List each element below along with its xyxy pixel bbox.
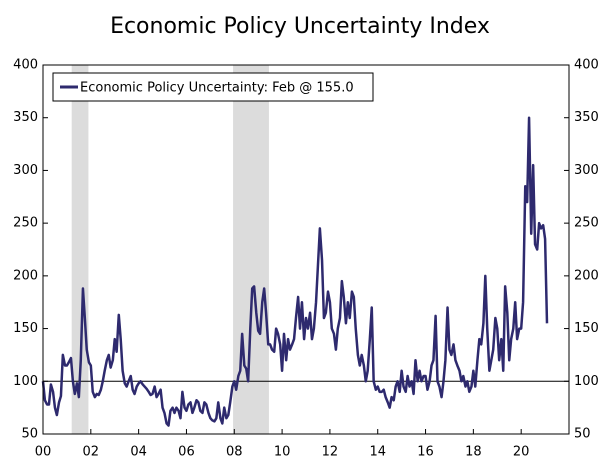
x-tick-label: 16 (417, 445, 434, 460)
axes-layer: 50 100 150 200 250 300 350 400 50 100 150 200 250 300… (13, 58, 599, 460)
series-line (41, 116, 549, 427)
y2-tick-label: 400 (574, 58, 599, 73)
x-tick-label: 02 (83, 445, 100, 460)
x-tick-label: 04 (130, 445, 147, 460)
legend-box (52, 72, 374, 102)
y-tick-label: 300 (13, 163, 38, 178)
y-tick-label: 50 (21, 427, 38, 442)
plot-layer (41, 116, 549, 427)
y-tick-label: 100 (13, 374, 38, 389)
plot-frame (42, 64, 570, 435)
y-tick-label: 400 (13, 58, 38, 73)
x-tick-label: 10 (274, 445, 291, 460)
recession-band (71, 65, 89, 434)
y2-tick-label: 200 (574, 268, 599, 283)
y2-tick-label: 150 (574, 321, 599, 336)
x-tick-label: 06 (178, 445, 195, 460)
x-tick-label: 14 (369, 445, 386, 460)
x-tick-label: 20 (513, 445, 530, 460)
chart-title: Economic Policy Uncertainty Index (110, 14, 490, 39)
y2-tick-label: 100 (574, 374, 599, 389)
x-tick-label: 08 (226, 445, 243, 460)
y-tick-label: 150 (13, 321, 38, 336)
y2-tick-label: 300 (574, 163, 599, 178)
shading-layer (71, 65, 269, 434)
y-tick-label: 250 (13, 216, 38, 231)
y2-tick-label: 250 (574, 216, 599, 231)
y-tick-label: 200 (13, 268, 38, 283)
x-tick-label: 12 (322, 445, 339, 460)
y2-tick-label: 50 (574, 427, 591, 442)
x-tick-label: 00 (35, 445, 52, 460)
legend: Economic Policy Uncertainty: Feb @ 155.0 (52, 72, 374, 102)
y-tick-label: 350 (13, 110, 38, 125)
legend-label: Economic Policy Uncertainty: Feb @ 155.0 (80, 81, 354, 96)
x-tick-label: 18 (465, 445, 482, 460)
y2-tick-label: 350 (574, 110, 599, 125)
